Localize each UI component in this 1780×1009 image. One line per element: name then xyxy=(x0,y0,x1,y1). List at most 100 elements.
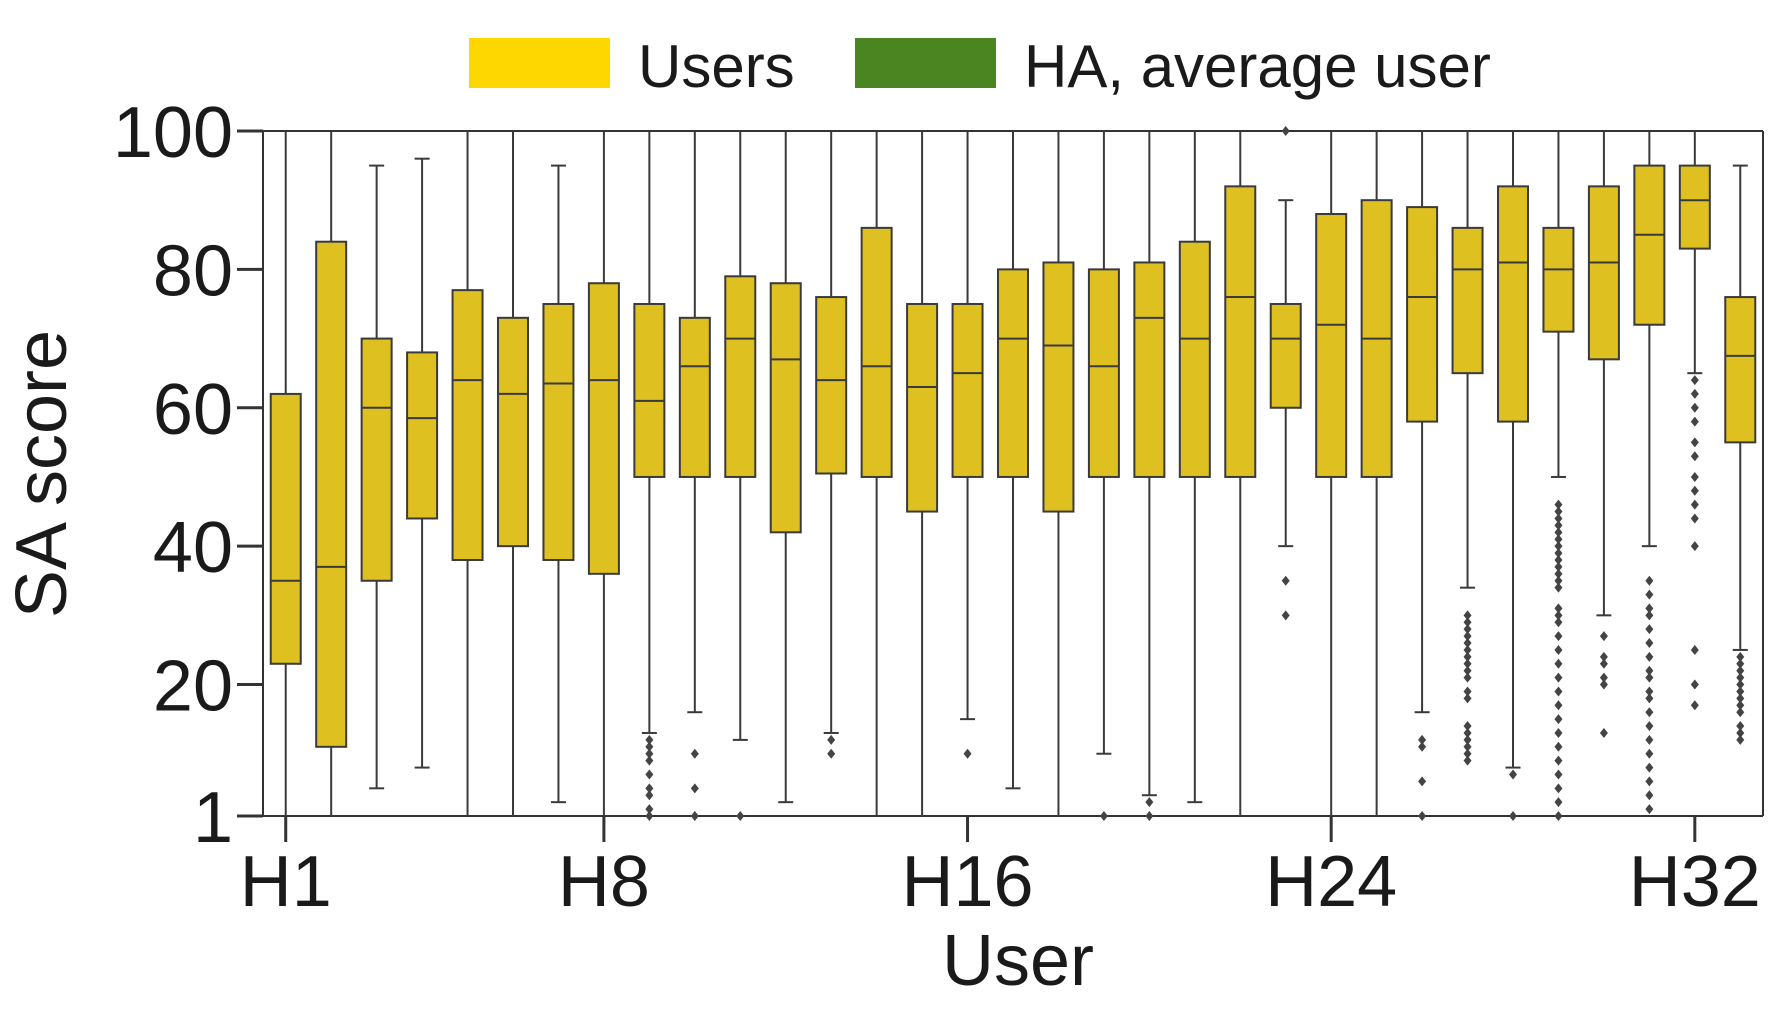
box-group xyxy=(1451,131,1484,766)
y-axis-label: SA score xyxy=(2,330,82,618)
outlier-point xyxy=(1554,582,1563,593)
box xyxy=(1542,226,1575,333)
outlier-point xyxy=(1145,811,1154,821)
outlier-point xyxy=(1463,741,1472,752)
legend-label-ha-average-user: HA, average user xyxy=(1024,33,1491,100)
x-tick-label: H16 xyxy=(901,842,1033,922)
box xyxy=(1178,240,1211,478)
outlier-point xyxy=(1463,748,1472,759)
outlier-point xyxy=(1554,568,1563,579)
box-group xyxy=(1542,131,1575,821)
outlier-point xyxy=(1736,707,1745,718)
outlier-point xyxy=(1554,513,1563,524)
outlier-point xyxy=(1645,672,1654,683)
legend-swatch-users xyxy=(469,38,610,88)
box xyxy=(1315,213,1348,478)
outlier-point xyxy=(1645,790,1654,801)
outlier-point xyxy=(1509,769,1517,780)
outlier-point xyxy=(1463,727,1472,738)
outlier-point xyxy=(645,811,654,821)
box-group xyxy=(1497,131,1529,821)
outlier-point xyxy=(1599,658,1608,669)
outlier-point xyxy=(1599,727,1608,738)
box xyxy=(1633,164,1666,326)
box-group xyxy=(951,131,984,759)
outlier-point xyxy=(1736,672,1745,683)
box xyxy=(1224,185,1257,478)
outlier-point xyxy=(1690,416,1699,427)
legend-label-users: Users xyxy=(638,33,795,100)
box-plot-marks xyxy=(269,126,1757,821)
outlier-point xyxy=(1463,665,1472,676)
outlier-point xyxy=(1554,714,1563,725)
box xyxy=(1269,302,1302,409)
outlier-point xyxy=(1645,589,1654,600)
box-group xyxy=(1406,131,1439,821)
outlier-point xyxy=(1463,644,1472,655)
x-tick-label: H24 xyxy=(1265,842,1397,922)
outlier-point xyxy=(1554,672,1563,683)
box-group xyxy=(678,131,711,821)
outlier-point xyxy=(1599,672,1608,683)
box xyxy=(542,302,575,561)
box-group xyxy=(360,164,393,790)
box-group xyxy=(1633,131,1666,815)
outlier-point xyxy=(1418,811,1427,821)
outlier-point xyxy=(1645,693,1654,704)
box xyxy=(1087,268,1120,478)
box-group xyxy=(1315,131,1348,816)
outlier-point xyxy=(1645,610,1654,621)
outlier-point xyxy=(1736,658,1745,669)
box-group xyxy=(269,131,302,816)
outlier-point xyxy=(1736,686,1745,697)
box-group xyxy=(542,164,575,804)
outlier-point xyxy=(1099,811,1108,821)
x-ticks: H1 H8 H16 H24 H32 xyxy=(240,816,1761,922)
outlier-point xyxy=(827,748,836,759)
outlier-point xyxy=(1463,672,1472,683)
outlier-point xyxy=(1645,762,1654,773)
outlier-point xyxy=(1645,804,1654,815)
outlier-point xyxy=(1554,561,1563,572)
outlier-point xyxy=(645,734,654,745)
outlier-point xyxy=(1463,755,1472,766)
outlier-point xyxy=(1690,679,1699,690)
outlier-point xyxy=(1554,797,1563,808)
outlier-point xyxy=(1690,700,1699,711)
y-tick-label: 80 xyxy=(153,231,233,311)
box xyxy=(724,275,757,478)
outlier-point xyxy=(1554,610,1563,621)
box xyxy=(1406,206,1439,423)
outlier-point xyxy=(1554,783,1563,794)
outlier-point xyxy=(1645,624,1654,635)
outlier-point xyxy=(1690,485,1699,496)
y-tick-label: 1 xyxy=(193,778,233,858)
outlier-point xyxy=(1554,727,1563,738)
outlier-point xyxy=(645,790,654,801)
y-tick-label: 100 xyxy=(113,93,233,173)
box xyxy=(587,282,620,575)
box xyxy=(1451,226,1484,375)
outlier-point xyxy=(1463,638,1472,649)
outlier-point xyxy=(1645,603,1654,614)
outlier-point xyxy=(1554,658,1563,669)
box xyxy=(451,289,484,561)
outlier-point xyxy=(1554,769,1563,780)
box xyxy=(1678,164,1711,250)
box-group xyxy=(1224,131,1257,816)
outlier-point xyxy=(1690,644,1699,655)
box xyxy=(1724,296,1757,444)
outlier-point xyxy=(1554,541,1563,552)
outlier-point xyxy=(1690,437,1699,448)
outlier-point xyxy=(1736,693,1745,704)
outlier-point xyxy=(1281,575,1290,586)
box xyxy=(406,351,439,520)
box xyxy=(1587,185,1620,361)
legend-swatch-ha-average-user xyxy=(855,38,996,88)
x-axis: H1 H8 H16 H24 H32 User xyxy=(240,815,1763,1001)
box-group xyxy=(451,131,484,816)
outlier-point xyxy=(645,748,654,759)
box xyxy=(906,302,939,513)
outlier-point xyxy=(645,783,654,794)
